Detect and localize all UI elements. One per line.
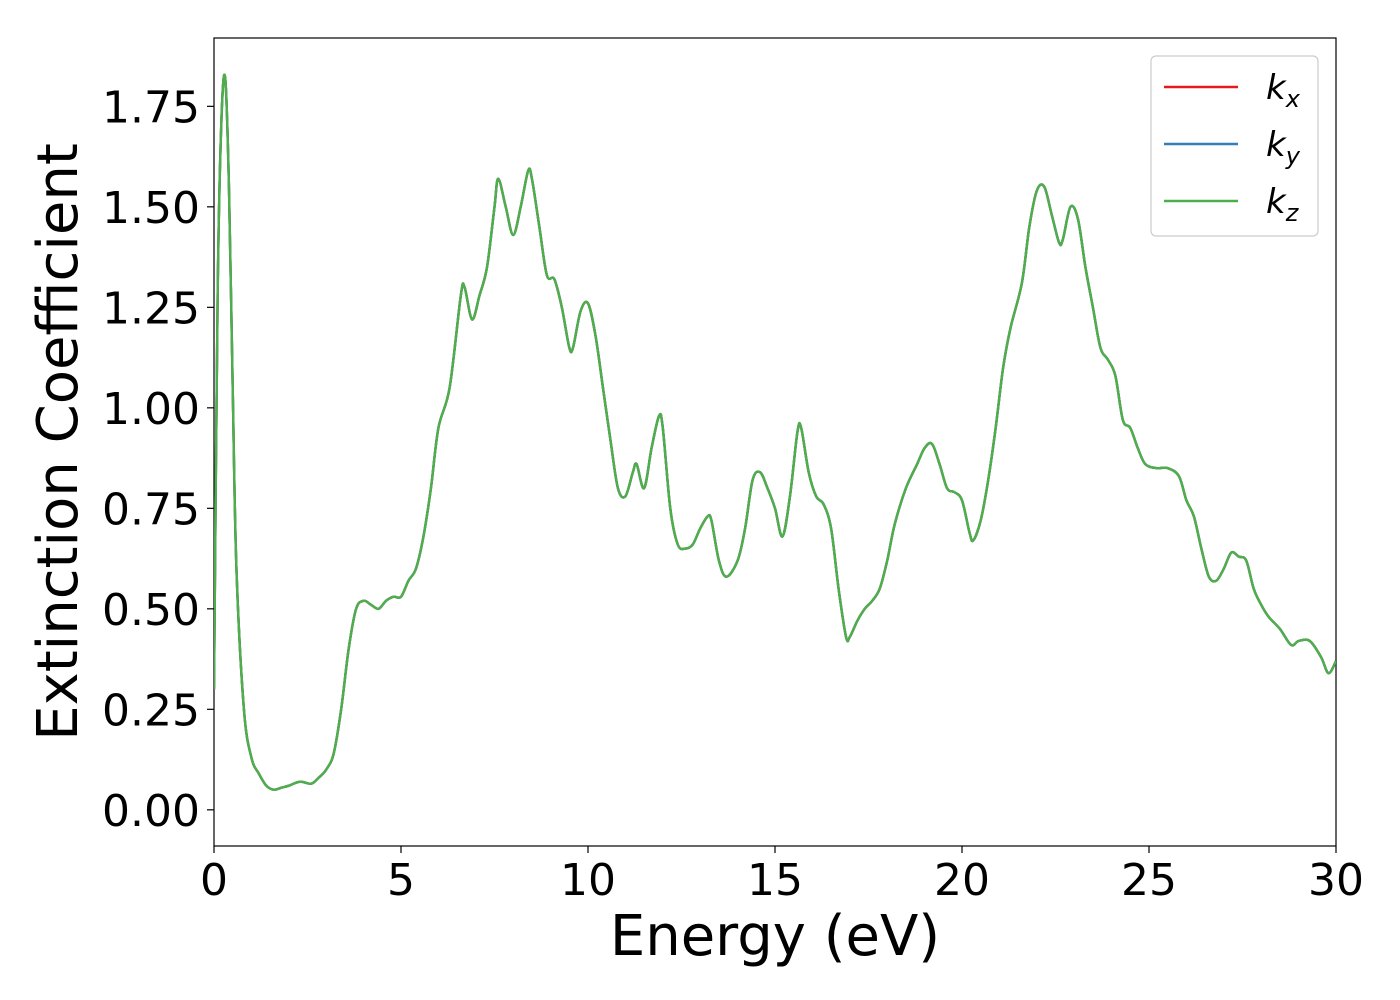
y-tick-label: 0.25 bbox=[102, 685, 200, 736]
x-axis-title: Energy (eV) bbox=[610, 904, 940, 969]
x-tick-label: 30 bbox=[1308, 855, 1364, 906]
x-tick-label: 25 bbox=[1121, 855, 1177, 906]
x-tick-label: 15 bbox=[747, 855, 803, 906]
legend-label: kx bbox=[1266, 68, 1301, 113]
legend-label: kz bbox=[1266, 182, 1300, 227]
x-tick-label: 0 bbox=[200, 855, 228, 906]
y-tick-label: 0.00 bbox=[102, 786, 200, 837]
legend: kx ky kz bbox=[1150, 55, 1319, 237]
series-lines bbox=[214, 73, 1336, 791]
plot-area bbox=[213, 37, 1337, 847]
x-axis-ticks: 0 5 10 15 20 25 30 bbox=[200, 846, 1364, 906]
y-tick-label: 0.75 bbox=[102, 484, 200, 535]
y-tick-label: 1.75 bbox=[102, 82, 200, 133]
y-axis-title: Extinction Coefficient bbox=[26, 143, 91, 741]
x-tick-label: 10 bbox=[560, 855, 616, 906]
legend-frame bbox=[1150, 55, 1319, 237]
y-tick-label: 1.25 bbox=[102, 283, 200, 334]
x-tick-label: 5 bbox=[387, 855, 415, 906]
legend-label: ky bbox=[1266, 125, 1301, 170]
y-tick-label: 1.50 bbox=[102, 183, 200, 234]
y-tick-label: 1.00 bbox=[102, 384, 200, 435]
x-tick-label: 20 bbox=[934, 855, 990, 906]
series-line-k-z bbox=[214, 73, 1336, 791]
y-axis-ticks: 0.00 0.25 0.50 0.75 1.00 1.25 1.50 1.75 bbox=[102, 82, 214, 837]
y-tick-label: 0.50 bbox=[102, 585, 200, 636]
